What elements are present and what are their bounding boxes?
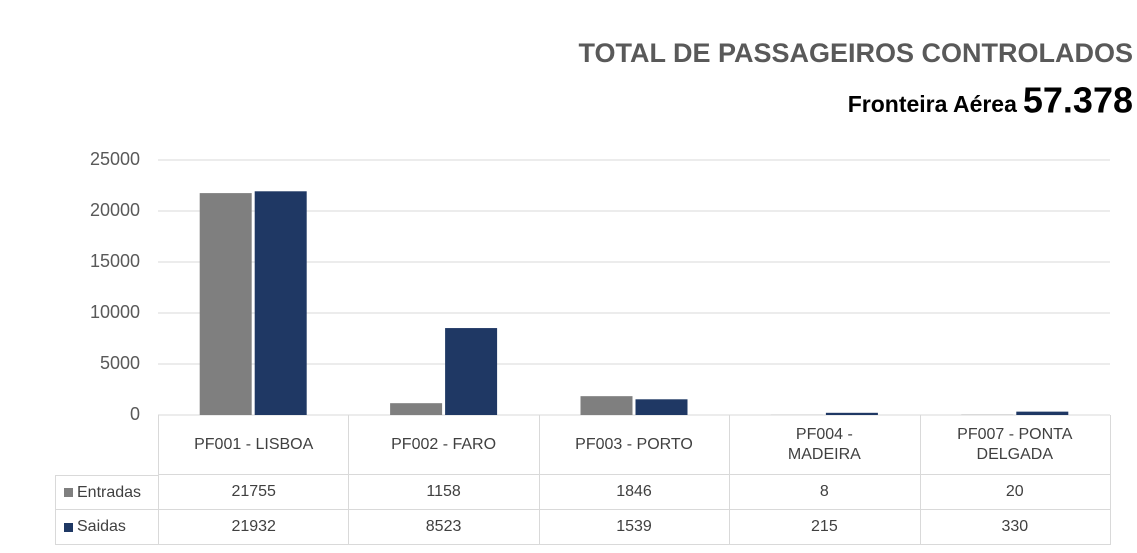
category-label: PF003 - PORTO	[538, 415, 731, 475]
y-tick-label: 0	[130, 404, 140, 424]
table-value: 20	[919, 475, 1111, 510]
table-value: 21755	[158, 475, 350, 510]
bar	[199, 193, 252, 415]
y-tick-label: 25000	[90, 149, 140, 169]
table-value: 21932	[158, 510, 350, 545]
category-label: PF001 - LISBOA	[158, 415, 350, 475]
table-value: 8523	[348, 510, 540, 545]
table-value: 330	[919, 510, 1111, 545]
chart-title: TOTAL DE PASSAGEIROS CONTROLADOS	[578, 38, 1133, 68]
legend-swatch	[64, 488, 73, 497]
table-value: 215	[729, 510, 921, 545]
table-value: 1539	[538, 510, 731, 545]
y-tick-label: 10000	[90, 302, 140, 322]
table-value: 1158	[348, 475, 540, 510]
category-label: PF007 - PONTA DELGADA	[919, 415, 1111, 475]
bar	[1016, 411, 1069, 415]
legend-label: Entradas	[77, 483, 142, 501]
bar	[635, 399, 688, 415]
bar	[445, 328, 498, 415]
table-value: 1846	[538, 475, 731, 510]
bar	[580, 396, 633, 415]
bar	[254, 191, 307, 415]
y-tick-label: 5000	[100, 353, 140, 373]
y-tick-label: 15000	[90, 251, 140, 271]
legend-entry: Entradas	[55, 475, 159, 510]
y-tick-label: 20000	[90, 200, 140, 220]
legend-entry: Saidas	[55, 510, 159, 545]
bar	[825, 412, 878, 415]
category-label: PF004 - MADEIRA	[729, 415, 921, 475]
category-label: PF002 - FARO	[348, 415, 540, 475]
subtitle: Fronteira Aérea	[848, 91, 1017, 117]
table-value: 8	[729, 475, 921, 510]
total: 57.378	[1023, 80, 1133, 121]
legend-swatch	[64, 522, 73, 532]
bar	[390, 403, 443, 415]
legend-label: Saidas	[77, 518, 126, 535]
